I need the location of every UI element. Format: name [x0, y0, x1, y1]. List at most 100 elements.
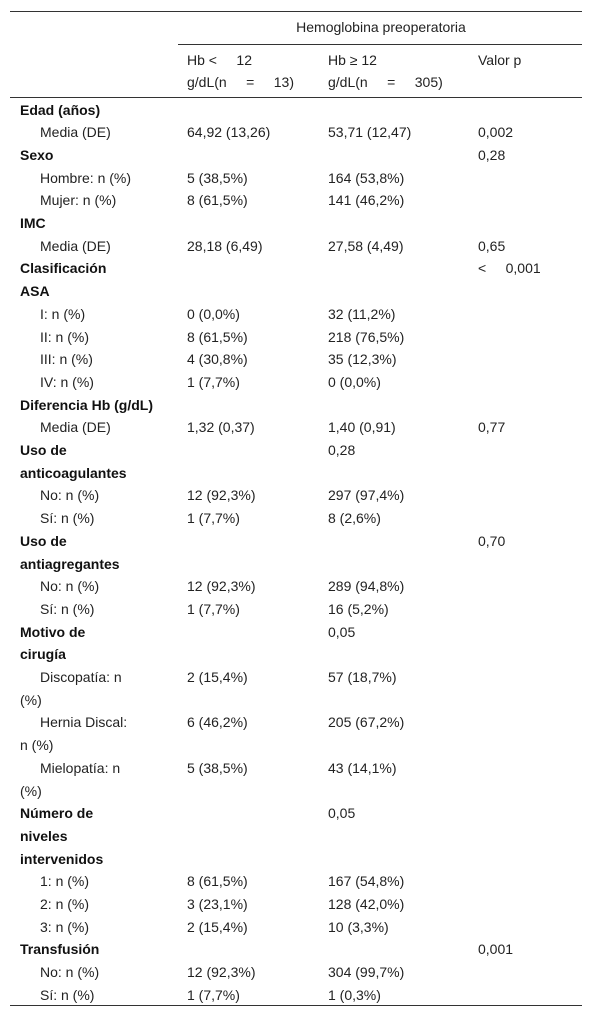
cell: 3 (23,1%) [187, 896, 248, 912]
cell: 8 (61,5%) [187, 873, 248, 890]
row-label: No: n (%) [40, 487, 100, 504]
cell: 218 (76,5%) [328, 328, 405, 345]
cell: 2 (15,4%) [187, 669, 248, 685]
column-header: g/dL(n = 13) [187, 74, 295, 90]
section-label: antiagregantes [20, 555, 120, 572]
column-header: Hb < 12 [187, 52, 252, 68]
cell: 0,05 [328, 805, 356, 822]
cell: 0,002 [478, 124, 514, 141]
section-label: cirugía [20, 646, 66, 663]
cell: 8 (61,5%) [187, 192, 248, 209]
cell: 4 (30,8%) [187, 351, 248, 368]
row-label: Media (DE) [40, 124, 111, 141]
column-header: Hb ≥ 12 [328, 52, 377, 68]
cell: 16 (5,2%) [328, 600, 389, 617]
row-label: Sí: n (%) [40, 986, 95, 1003]
cell: 35 (12,3%) [328, 351, 397, 368]
row-label: Mujer: n (%) [40, 192, 117, 209]
section-label: Edad (años) [20, 101, 101, 118]
cell: 0,65 [478, 237, 506, 254]
section-label: ASA [20, 283, 50, 300]
cell: 0 (0,0%) [187, 305, 240, 322]
section-label: Motivo de [20, 623, 86, 640]
row-label: I: n (%) [40, 305, 86, 322]
cell: 289 (94,8%) [328, 578, 405, 595]
cell: 64,92 (13,26) [187, 124, 271, 141]
cell: 12 (92,3%) [187, 964, 256, 981]
bottom-rule [10, 1005, 582, 1006]
row-label: 1: n (%) [40, 873, 90, 890]
cell: 12 (92,3%) [187, 578, 256, 595]
cell: 205 (67,2%) [328, 714, 405, 731]
cell: 128 (42,0%) [328, 896, 405, 912]
section-label: niveles [20, 827, 68, 844]
cell: 10 (3,3%) [328, 918, 389, 935]
cell: 53,71 (12,47) [328, 124, 412, 141]
row-label: No: n (%) [40, 578, 100, 595]
cell: < 0,001 [478, 260, 541, 277]
row-label: Sí: n (%) [40, 510, 95, 527]
section-label: intervenidos [20, 850, 104, 867]
cell: 1 (0,3%) [328, 986, 381, 1003]
row-label: (%) [20, 782, 42, 799]
cell: 5 (38,5%) [187, 169, 248, 186]
section-label: IMC [20, 215, 46, 231]
header-rule [10, 97, 582, 98]
cell: 0,70 [478, 532, 506, 549]
cell: 304 (99,7%) [328, 964, 405, 981]
row-label: (%) [20, 691, 42, 708]
cell: 1,40 (0,91) [328, 419, 396, 436]
row-label: II: n (%) [40, 328, 90, 345]
cell: 0,05 [328, 623, 356, 640]
cell: 43 (14,1%) [328, 759, 397, 776]
cell: 1,32 (0,37) [187, 419, 255, 436]
section-label: Uso de [20, 532, 67, 549]
top-rule [10, 11, 582, 12]
cell: 0,28 [478, 146, 506, 163]
row-label: No: n (%) [40, 964, 100, 981]
cell: 5 (38,5%) [187, 759, 248, 776]
row-label: IV: n (%) [40, 373, 94, 390]
section-label: Sexo [20, 146, 54, 163]
group-header: Hemoglobina preoperatoria [296, 19, 466, 35]
cell: 27,58 (4,49) [328, 237, 404, 254]
row-label: Media (DE) [40, 419, 111, 436]
row-label: III: n (%) [40, 351, 93, 368]
cell: 1 (7,7%) [187, 510, 240, 527]
row-label: Media (DE) [40, 237, 111, 254]
section-label: Diferencia Hb (g/dL) [20, 396, 154, 413]
section-label: Transfusión [20, 941, 100, 958]
cell: 8 (2,6%) [328, 510, 381, 527]
cell: 2 (15,4%) [187, 918, 248, 935]
cell: 8 (61,5%) [187, 328, 248, 345]
section-label: Uso de [20, 442, 67, 458]
cell: 0,28 [328, 442, 356, 458]
row-label: Hernia Discal: [40, 714, 128, 731]
cell: 167 (54,8%) [328, 873, 405, 890]
cell: 141 (46,2%) [328, 192, 405, 209]
row-label: 2: n (%) [40, 896, 90, 912]
cell: 1 (7,7%) [187, 986, 240, 1003]
cell: 297 (97,4%) [328, 487, 405, 504]
column-header: g/dL(n = 305) [328, 74, 443, 90]
cell: 1 (7,7%) [187, 373, 240, 390]
cell: 57 (18,7%) [328, 669, 397, 685]
section-label: anticoagulantes [20, 464, 127, 481]
column-header: Valor p [478, 52, 522, 68]
cell: 28,18 (6,49) [187, 237, 263, 254]
row-label: 3: n (%) [40, 918, 90, 935]
section-label: Número de [20, 805, 94, 822]
group-rule [178, 44, 582, 45]
row-label: Hombre: n (%) [40, 169, 132, 186]
row-label: n (%) [20, 737, 54, 754]
cell: 0,001 [478, 941, 514, 958]
cell: 164 (53,8%) [328, 169, 405, 186]
row-label: Discopatía: n [40, 669, 122, 685]
cell: 32 (11,2%) [328, 305, 396, 322]
cell: 0,77 [478, 419, 506, 436]
row-label: Sí: n (%) [40, 600, 95, 617]
cell: 6 (46,2%) [187, 714, 248, 731]
cell: 1 (7,7%) [187, 600, 240, 617]
cell: 12 (92,3%) [187, 487, 256, 504]
